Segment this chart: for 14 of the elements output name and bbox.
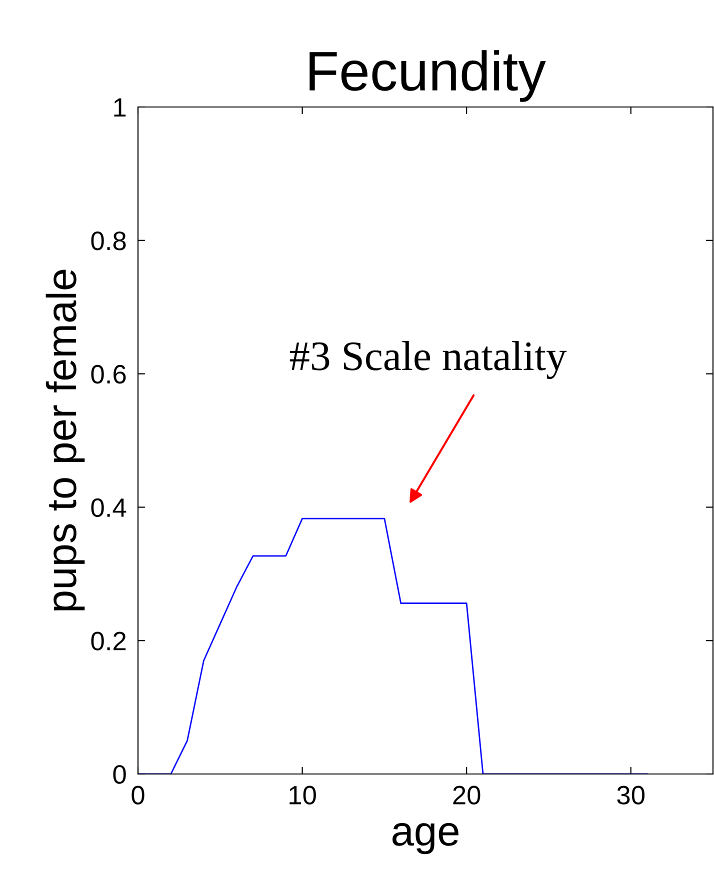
y-axis-title: pups to per female bbox=[46, 270, 85, 610]
x-tick-label: 10 bbox=[290, 786, 316, 804]
x-tick-label: 30 bbox=[617, 786, 645, 804]
y-tick-label: 0.6 bbox=[91, 364, 126, 384]
x-axis-title: age bbox=[392, 823, 458, 854]
chart-title: Fecundity bbox=[310, 50, 546, 102]
y-tick-label: 0.4 bbox=[91, 498, 126, 518]
y-tick-label: 1 bbox=[114, 98, 126, 117]
x-tick-label: 0 bbox=[132, 786, 144, 804]
y-tick-label: 0.2 bbox=[91, 632, 126, 650]
annotation: #3 Scale natality bbox=[290, 341, 567, 379]
y-tick-label: 0.8 bbox=[91, 232, 126, 250]
y-tick-label: 0 bbox=[113, 765, 126, 784]
x-tick-label: 20 bbox=[453, 786, 480, 804]
